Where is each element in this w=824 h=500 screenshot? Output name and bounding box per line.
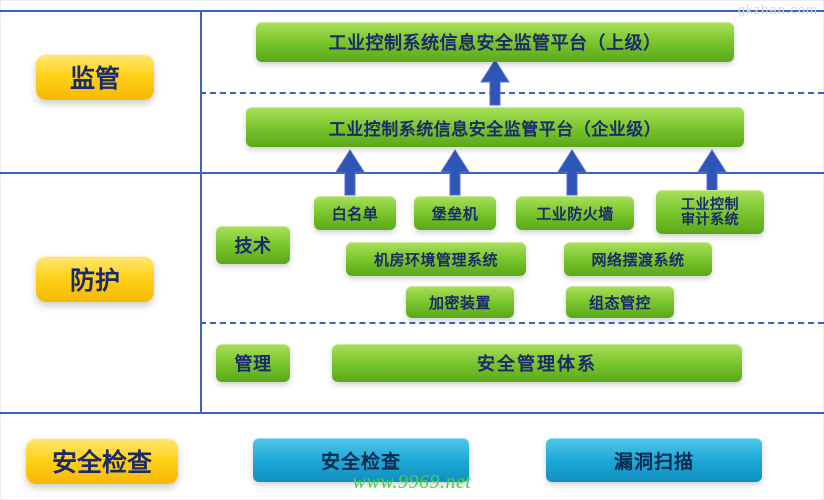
vline	[200, 10, 202, 412]
box-sup-top: 工业控制系统信息安全监管平台（上级）	[256, 22, 734, 62]
hline-mid	[0, 172, 824, 174]
box-mgmt: 管理	[216, 344, 290, 382]
box-scan: 漏洞扫描	[546, 438, 762, 482]
diagram-root: 监管 防护 安全检查 工业控制系统信息安全监管平台（上级） 工业控制系统信息安全…	[0, 0, 824, 500]
watermark-top-right: gkzhan.com	[738, 2, 818, 17]
box-fw: 工业防火墙	[516, 196, 634, 230]
box-enc: 加密装置	[406, 286, 514, 318]
box-tech: 技术	[216, 226, 290, 264]
box-env: 机房环境管理系统	[346, 242, 526, 276]
box-bai: 白名单	[314, 196, 396, 230]
dashed-1	[200, 92, 824, 94]
hline-bot	[0, 412, 824, 414]
hline-top	[0, 10, 824, 12]
box-cfg: 组态管控	[566, 286, 674, 318]
cat-fanghu: 防护	[36, 256, 154, 302]
watermark-bottom-center: www.9969.net	[353, 471, 472, 494]
box-ferry: 网络摆渡系统	[564, 242, 712, 276]
cat-jianguan: 监管	[36, 54, 154, 100]
box-system: 安全管理体系	[332, 344, 742, 382]
box-audit: 工业控制 审计系统	[656, 190, 764, 234]
arrow-top	[481, 60, 509, 105]
cat-jiancha: 安全检查	[26, 438, 178, 484]
box-baolei: 堡垒机	[414, 196, 496, 230]
dashed-2	[200, 322, 824, 324]
box-sup-ent: 工业控制系统信息安全监管平台（企业级）	[246, 107, 744, 147]
